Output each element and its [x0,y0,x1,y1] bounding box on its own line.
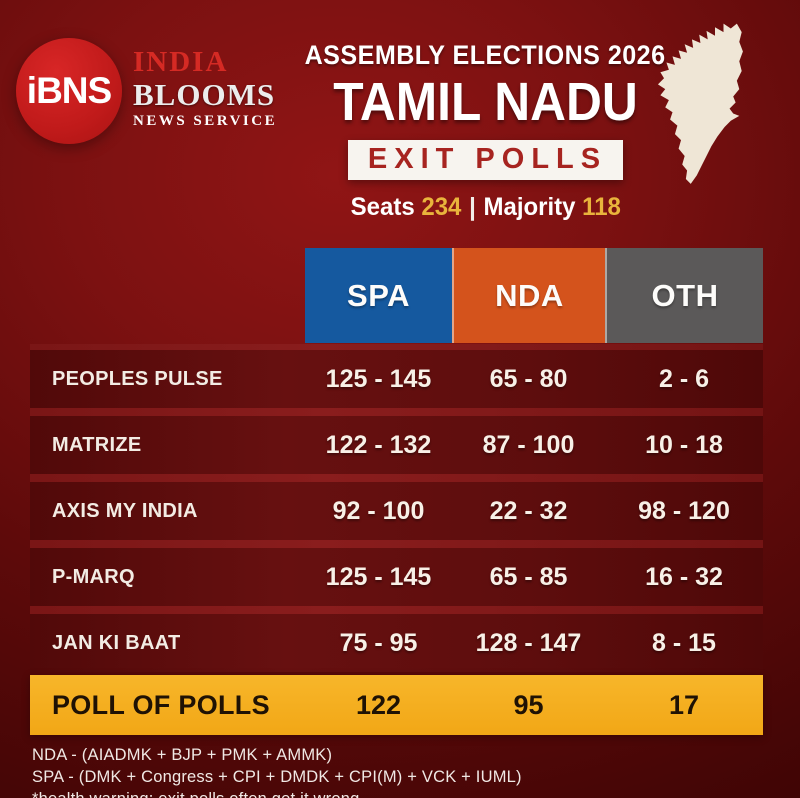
column-header-spa: SPA [305,248,452,343]
footnote-nda: NDA - (AIADMK + BJP + PMK + AMMK) [32,746,333,764]
majority-value: 118 [581,193,621,221]
table-row: JAN KI BAAT 75 - 95 128 - 147 8 - 15 [30,614,763,672]
table-column-headers: SPA NDA OTH [305,248,763,343]
oth-value: 2 - 6 [658,364,710,393]
table-row: PEOPLES PULSE 125 - 145 65 - 80 2 - 6 [30,350,763,408]
seats-majority-line: Seats 234 | Majority 118 [350,193,620,222]
nda-value: 65 - 85 [489,562,568,591]
tamil-nadu-map-icon [657,23,743,184]
seats-label: Seats [350,193,415,221]
oth-value: 98 - 120 [638,496,730,525]
pollster-name: PEOPLES PULSE [52,367,223,390]
brand-line-news-service: NEWS SERVICE [133,113,278,129]
poll-of-polls-row: POLL OF POLLS 122 95 17 [30,675,763,735]
footnotes: NDA - (AIADMK + BJP + PMK + AMMK) SPA - … [32,744,522,798]
column-header-nda: NDA [452,248,605,343]
poll-of-polls-spa: 122 [355,689,402,720]
footnote-warning: *health warning: exit polls often get it… [32,788,522,798]
pollster-name: AXIS MY INDIA [52,499,198,522]
oth-value: 8 - 15 [652,628,716,657]
spa-value: 75 - 95 [339,628,418,657]
pollster-name: MATRIZE [52,433,142,456]
spa-value: 125 - 145 [325,364,432,393]
nda-value: 65 - 80 [489,364,568,393]
poll-of-polls-nda: 95 [513,689,544,720]
exit-polls-badge: EXIT POLLS [347,140,624,180]
table-body: PEOPLES PULSE 125 - 145 65 - 80 2 - 6 MA… [30,344,763,672]
oth-value: 16 - 32 [645,562,723,591]
divider: | [468,193,476,221]
table-row: MATRIZE 122 - 132 87 - 100 10 - 18 [30,416,763,474]
header-titles: ASSEMBLY ELECTIONS 2026 TAMIL NADU EXIT … [288,40,683,222]
footnote-spa: SPA - (DMK + Congress + CPI + DMDK + CPI… [32,768,522,786]
spa-value: 92 - 100 [332,496,425,525]
ibns-logo-circle: iBNS [16,38,122,144]
spa-value: 122 - 132 [325,430,432,459]
brand-line-blooms: BLOOMS [133,77,276,112]
pollster-name: JAN KI BAAT [52,631,181,654]
nda-value: 22 - 32 [489,496,568,525]
poll-of-polls-label: POLL OF POLLS [52,689,270,720]
table-row: AXIS MY INDIA 92 - 100 22 - 32 98 - 120 [30,482,763,540]
kicker-text: ASSEMBLY ELECTIONS 2026 [305,40,666,70]
tamil-nadu-map-shape [657,23,743,184]
pollster-name: P-MARQ [52,565,135,588]
poll-of-polls-oth: 17 [668,689,700,720]
seats-value: 234 [421,193,462,221]
majority-label: Majority [483,193,576,221]
column-header-oth: OTH [605,248,763,343]
ibns-logo-text: iBNS [26,70,112,111]
page-title: TAMIL NADU [333,72,638,132]
brand-wordmark: INDIA BLOOMS NEWS SERVICE [133,48,277,129]
spa-value: 125 - 145 [325,562,432,591]
brand-line-india: INDIA [133,46,229,78]
table-row: P-MARQ 125 - 145 65 - 85 16 - 32 [30,548,763,606]
oth-value: 10 - 18 [645,430,723,459]
nda-value: 87 - 100 [482,430,575,459]
nda-value: 128 - 147 [475,628,582,657]
